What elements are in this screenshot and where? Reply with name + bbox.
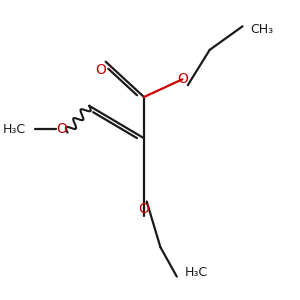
Text: O: O bbox=[56, 122, 67, 136]
Text: H₃C: H₃C bbox=[185, 266, 208, 279]
Text: O: O bbox=[95, 64, 106, 77]
Text: O: O bbox=[177, 72, 188, 86]
Text: CH₃: CH₃ bbox=[251, 23, 274, 36]
Text: O: O bbox=[139, 202, 149, 216]
Text: H₃C: H₃C bbox=[3, 123, 26, 136]
